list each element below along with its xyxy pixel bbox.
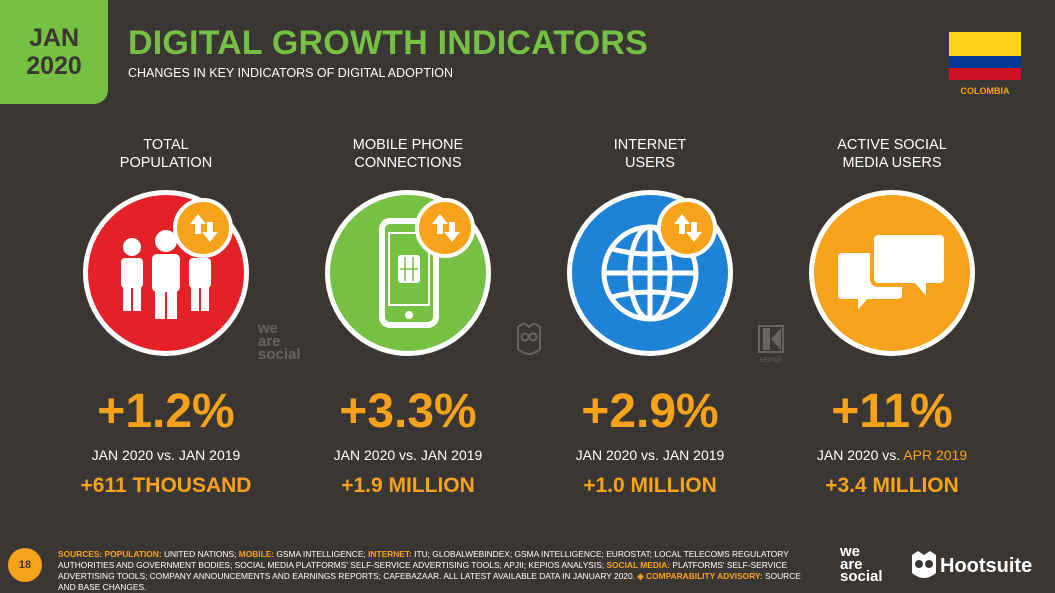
indicator-social-media-users: ACTIVE SOCIAL MEDIA USERS +11% JAN 2020 v… xyxy=(771,0,1013,520)
indicator-label: INTERNET USERS xyxy=(613,137,687,171)
country-label: COLOMBIA xyxy=(960,86,1010,96)
indicator-label: ACTIVE SOCIAL MEDIA USERS xyxy=(837,137,947,171)
up-down-arrows-icon xyxy=(657,198,717,258)
colombia-flag-icon xyxy=(949,32,1021,80)
indicator-mobile-connections: MOBILE PHONE CONNECTIONS +3.3% JAN 2020 v… xyxy=(287,0,529,520)
indicator-label: TOTAL POPULATION xyxy=(119,137,213,171)
people-icon xyxy=(121,230,211,319)
comparison-period: JAN 2020 vs. JAN 2019 xyxy=(575,447,725,463)
wearesocial-logo: we are social xyxy=(840,543,883,585)
population-circle xyxy=(83,190,249,356)
hootsuite-owl-watermark-icon xyxy=(517,323,541,355)
social-circle xyxy=(809,190,975,356)
change-percent: +11% xyxy=(831,385,953,438)
svg-text:KEPIOS: KEPIOS xyxy=(760,358,782,364)
indicator-total-population: TOTAL POPULATION xyxy=(45,0,287,520)
comparison-period: JAN 2020 vs. JAN 2019 xyxy=(333,447,483,463)
page-number: 18 xyxy=(8,548,42,582)
kepios-watermark-icon: KEPIOS xyxy=(758,325,784,364)
change-percent: +1.2% xyxy=(97,385,235,438)
date-badge: JAN 2020 xyxy=(0,0,108,104)
absolute-change: +1.0 MILLION xyxy=(583,474,717,497)
hootsuite-logo-text: Hootsuite xyxy=(940,555,1033,577)
page-subtitle: CHANGES IN KEY INDICATORS OF DIGITAL ADO… xyxy=(128,66,454,80)
indicator-internet-users: INTERNET USERS +2.9% JAN 2020 vs. JAN 201… xyxy=(529,0,771,520)
wearesocial-watermark: we are social xyxy=(258,320,301,363)
comparison-period: JAN 2020 vs. APR 2019 xyxy=(816,447,968,463)
page-title: DIGITAL GROWTH INDICATORS xyxy=(128,24,649,62)
change-percent: +3.3% xyxy=(339,385,477,438)
absolute-change: +1.9 MILLION xyxy=(341,474,475,497)
absolute-change: +611 THOUSAND xyxy=(80,474,252,497)
absolute-change: +3.4 MILLION xyxy=(825,474,959,497)
change-percent: +2.9% xyxy=(581,385,719,438)
up-down-arrows-icon xyxy=(173,198,233,258)
date-badge-year: 2020 xyxy=(26,52,82,80)
hootsuite-owl-icon xyxy=(912,551,936,578)
comparison-period: JAN 2020 vs. JAN 2019 xyxy=(91,447,241,463)
date-badge-month: JAN xyxy=(28,24,79,52)
mobile-phone-icon xyxy=(379,218,439,328)
sources-text: SOURCES: POPULATION: UNITED NATIONS; MOB… xyxy=(58,549,801,592)
indicator-label: MOBILE PHONE CONNECTIONS xyxy=(352,137,464,171)
up-down-arrows-icon xyxy=(415,198,475,258)
chat-bubbles-icon xyxy=(834,231,948,321)
